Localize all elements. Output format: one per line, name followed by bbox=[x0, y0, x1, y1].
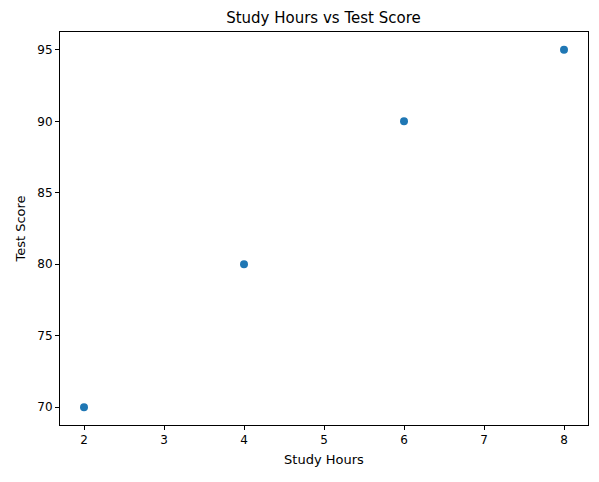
svg-text:2: 2 bbox=[80, 433, 88, 447]
svg-text:Test Score: Test Score bbox=[13, 195, 28, 262]
svg-text:6: 6 bbox=[400, 433, 408, 447]
svg-text:5: 5 bbox=[320, 433, 328, 447]
svg-text:85: 85 bbox=[37, 186, 52, 200]
svg-text:Study Hours: Study Hours bbox=[284, 452, 364, 467]
svg-text:70: 70 bbox=[37, 400, 52, 414]
svg-text:Study Hours vs Test Score: Study Hours vs Test Score bbox=[226, 9, 421, 27]
svg-text:80: 80 bbox=[37, 257, 52, 271]
svg-text:4: 4 bbox=[240, 433, 248, 447]
svg-text:90: 90 bbox=[37, 115, 52, 129]
svg-text:8: 8 bbox=[560, 433, 568, 447]
svg-text:3: 3 bbox=[160, 433, 168, 447]
svg-text:75: 75 bbox=[37, 329, 52, 343]
svg-text:7: 7 bbox=[480, 433, 488, 447]
svg-text:95: 95 bbox=[37, 43, 52, 57]
